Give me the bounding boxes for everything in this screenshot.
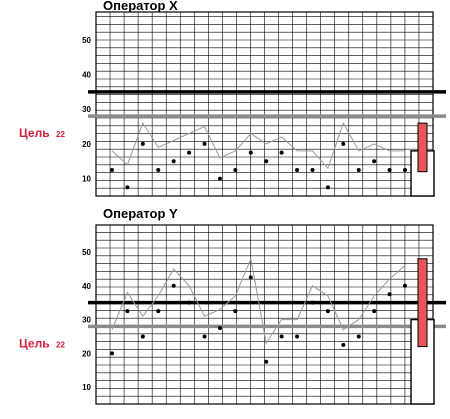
- data-point: [264, 359, 269, 364]
- y-tick-label: 30: [82, 316, 91, 325]
- y-tick-label: 10: [82, 175, 91, 184]
- data-point: [295, 334, 300, 339]
- data-point: [372, 159, 377, 164]
- data-point: [217, 326, 222, 331]
- y-tick-label: 30: [82, 105, 91, 114]
- data-point: [233, 167, 238, 172]
- data-point: [171, 159, 176, 164]
- data-point: [310, 167, 315, 172]
- range-bar: [417, 258, 428, 348]
- data-point: [125, 309, 130, 314]
- grid: [95, 224, 434, 405]
- data-point: [279, 334, 284, 339]
- y-tick-label: 40: [82, 70, 91, 79]
- chart-operator-x: Оператор X 10 20 30 40 50 Цель 22: [19, 0, 446, 197]
- data-point: [140, 334, 145, 339]
- goal-label: Цель: [19, 126, 50, 140]
- data-point: [356, 167, 361, 172]
- data-point: [341, 141, 346, 146]
- data-point: [248, 150, 253, 155]
- series-line: [111, 121, 405, 170]
- data-point: [341, 342, 346, 347]
- range-bar: [417, 122, 428, 173]
- data-point: [295, 167, 300, 172]
- data-point: [325, 185, 330, 190]
- data-point: [187, 300, 192, 305]
- series-line: [111, 257, 406, 345]
- goal-label: Цель: [19, 336, 50, 350]
- data-point: [387, 292, 392, 297]
- data-point: [202, 334, 207, 339]
- chart-title: Оператор Y: [103, 206, 178, 221]
- data-point: [110, 351, 114, 356]
- data-point: [310, 300, 315, 305]
- y-tick-label: 50: [82, 36, 91, 45]
- goal-value: 22: [56, 130, 65, 139]
- data-point: [156, 167, 161, 172]
- plot-frame: [95, 11, 434, 197]
- chart-operator-y: Оператор Y 10 20 30 40 50 Цель 22: [19, 206, 446, 405]
- chart-title: Оператор X: [103, 0, 178, 13]
- data-point: [325, 309, 330, 314]
- data-point: [387, 167, 392, 172]
- data-point: [279, 150, 284, 155]
- data-point: [125, 185, 130, 190]
- data-point: [110, 167, 114, 172]
- y-tick-label: 20: [82, 349, 91, 358]
- goal-value: 22: [56, 340, 65, 349]
- data-point: [140, 141, 145, 146]
- data-point: [403, 283, 407, 288]
- data-point: [171, 283, 176, 288]
- y-tick-label: 50: [82, 248, 91, 257]
- y-tick-label: 20: [82, 140, 91, 149]
- y-tick-label: 10: [82, 383, 91, 392]
- data-point: [202, 141, 207, 146]
- data-point: [248, 275, 253, 280]
- data-point: [233, 309, 238, 314]
- grid: [95, 11, 434, 197]
- data-point: [217, 176, 222, 181]
- data-point: [372, 309, 377, 314]
- plot-frame: [95, 224, 434, 405]
- data-point: [264, 159, 269, 164]
- y-tick-label: 40: [82, 282, 91, 291]
- data-point: [156, 309, 161, 314]
- data-point: [356, 334, 361, 339]
- data-point: [187, 150, 192, 155]
- data-point: [403, 167, 407, 172]
